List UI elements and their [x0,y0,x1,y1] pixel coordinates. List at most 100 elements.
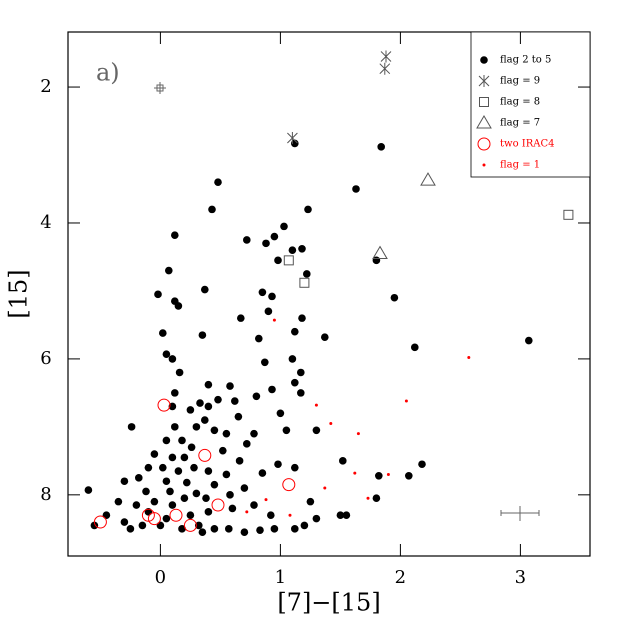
point [93,515,107,529]
point [352,185,360,193]
legend-label: two IRAC4 [500,139,555,150]
point [142,487,150,496]
point [252,392,261,401]
point [267,511,275,520]
point [144,463,153,472]
point [411,343,419,352]
point [243,236,251,244]
point [372,494,381,503]
point [297,368,305,377]
point [159,463,167,472]
point [192,423,201,431]
legend-marker [477,137,491,151]
legend-marker [480,56,488,64]
point [390,293,399,302]
legend-label: flag = 9 [500,76,540,87]
point [174,467,183,475]
point [276,409,285,418]
point [120,477,129,486]
point [190,463,198,472]
legend-marker [479,97,489,107]
point [339,457,347,465]
point [175,368,184,377]
point [299,277,310,288]
point [180,494,189,503]
point [84,486,93,494]
point [187,443,196,452]
point [180,453,189,462]
point [304,205,312,214]
point [165,266,173,275]
point [186,406,195,414]
point [291,378,299,387]
point [198,448,212,462]
point [291,525,299,533]
point [102,511,111,520]
point [245,510,249,514]
point [264,307,273,316]
point [300,521,309,530]
error-bar-top [154,82,166,94]
point [168,402,177,411]
point [231,397,239,405]
point [154,290,162,299]
x-tick-label: 1 [275,567,286,588]
point [202,494,210,503]
y-tick-label: 6 [40,348,51,369]
legend-label: flag 2 to 5 [500,55,551,66]
point [178,525,186,533]
point [268,292,276,301]
point [234,412,243,421]
point [467,356,471,360]
x-tick-label: 3 [515,567,526,588]
y-tick-label: 4 [40,212,51,233]
x-axis-label: [7]−[15] [277,589,380,617]
point [226,491,234,499]
point [204,467,213,475]
y-axis-label: [15] [5,269,33,318]
legend-marker [482,163,486,167]
point [288,246,297,254]
point [250,429,258,438]
point [366,496,370,500]
point [162,477,171,486]
point [226,382,234,390]
point [150,450,159,458]
point [240,528,249,537]
point [525,336,533,345]
point [210,426,219,435]
point [254,334,263,343]
point [303,270,311,278]
point [219,446,227,455]
point [288,355,297,363]
legend-label: flag = 1 [500,160,540,171]
point [235,457,244,465]
point [183,478,191,487]
point [563,209,574,220]
point [204,402,213,411]
point [157,398,171,412]
point [171,423,179,431]
point [356,432,360,436]
point [150,497,159,506]
panel-label: a) [96,59,120,87]
point [237,314,245,322]
point [214,395,222,404]
point [268,385,276,394]
point [186,511,195,520]
point [261,358,269,367]
point [280,222,288,231]
point [375,472,383,480]
point [264,498,268,502]
point [288,513,292,517]
point [214,178,222,186]
point [283,255,294,266]
point [274,460,282,469]
point [243,440,251,448]
point [174,302,183,310]
point [178,436,186,445]
point [329,421,333,425]
point [297,389,305,397]
point [386,472,390,476]
